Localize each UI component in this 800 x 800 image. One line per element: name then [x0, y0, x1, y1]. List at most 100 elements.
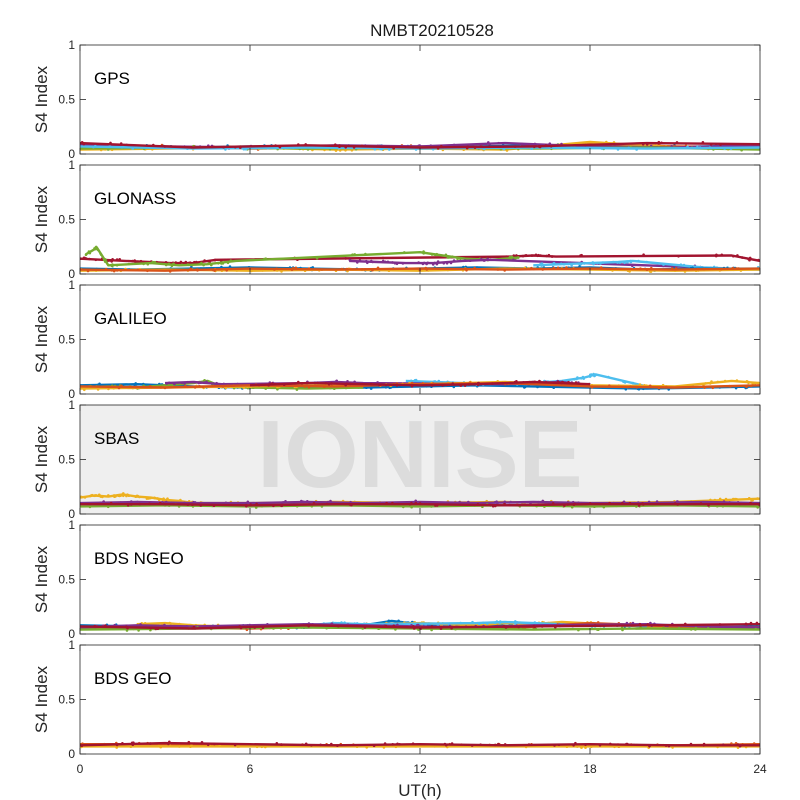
data-point — [645, 268, 649, 272]
data-point — [280, 270, 283, 273]
data-point — [594, 373, 597, 377]
data-point — [710, 380, 713, 383]
data-point — [168, 270, 172, 273]
data-point — [736, 743, 740, 746]
data-point — [200, 741, 204, 744]
data-point — [195, 268, 199, 271]
data-point — [493, 743, 497, 747]
data-point — [547, 253, 551, 257]
data-point — [209, 626, 212, 630]
data-point — [136, 260, 140, 264]
data-point — [618, 261, 622, 264]
data-point — [533, 621, 537, 624]
data-point — [624, 388, 628, 391]
data-point — [304, 143, 308, 146]
data-point — [201, 385, 205, 389]
data-point — [513, 380, 517, 384]
data-point — [450, 627, 453, 630]
data-point — [583, 262, 586, 265]
data-point — [736, 254, 739, 257]
data-point — [356, 261, 359, 264]
data-point — [115, 258, 119, 261]
data-point — [174, 261, 178, 264]
data-point — [530, 266, 533, 270]
data-point — [434, 504, 437, 507]
data-point — [153, 260, 157, 264]
data-point — [473, 266, 476, 270]
data-point — [133, 259, 136, 263]
panel-data — [80, 492, 760, 509]
data-point — [664, 744, 668, 747]
data-point — [751, 382, 754, 385]
data-point — [720, 253, 724, 257]
data-point — [491, 382, 494, 385]
data-point — [732, 254, 735, 258]
data-point — [450, 742, 454, 745]
data-point — [482, 621, 485, 625]
data-point — [523, 385, 527, 389]
watermark-band — [80, 405, 760, 514]
y-tick-label: 1 — [68, 398, 75, 412]
data-point — [659, 264, 663, 268]
data-point — [476, 503, 480, 506]
panel-data — [80, 619, 760, 632]
data-point — [198, 384, 201, 388]
data-point — [350, 149, 354, 152]
data-point — [349, 500, 352, 504]
data-point — [282, 383, 286, 387]
data-point — [731, 497, 735, 501]
data-point — [202, 263, 205, 267]
data-point — [641, 142, 645, 146]
data-point — [344, 386, 348, 390]
y-tick-label: 1 — [68, 38, 75, 52]
data-point — [641, 502, 644, 505]
data-point — [673, 502, 677, 505]
data-point — [487, 627, 490, 630]
data-point — [709, 143, 713, 146]
data-point — [373, 148, 377, 151]
data-point — [736, 746, 740, 749]
data-point — [146, 262, 150, 266]
data-point — [125, 629, 129, 632]
data-point — [143, 622, 147, 625]
data-point — [159, 501, 162, 505]
data-point — [131, 147, 134, 150]
data-point — [104, 258, 107, 261]
data-point — [414, 378, 418, 382]
data-point — [554, 625, 557, 629]
data-point — [409, 379, 413, 383]
data-point — [532, 267, 535, 271]
data-point — [162, 497, 165, 501]
data-point — [713, 498, 717, 502]
data-point — [315, 257, 319, 260]
series-7 — [80, 140, 760, 150]
data-point — [435, 252, 439, 256]
data-point — [163, 386, 167, 390]
y-tick-label: 0.5 — [58, 453, 75, 467]
data-point — [539, 254, 542, 257]
panel-4: IONISE 0 0.5 1 SBAS S4 Index — [32, 398, 761, 521]
data-point — [107, 385, 111, 389]
data-point — [563, 504, 566, 507]
data-point — [94, 247, 98, 251]
data-point — [645, 260, 649, 264]
data-point — [679, 263, 683, 267]
x-tick-label: 12 — [413, 762, 427, 776]
data-point — [364, 252, 367, 256]
y-tick-label: 1 — [68, 278, 75, 292]
data-point — [430, 505, 433, 508]
panel-data — [80, 372, 760, 392]
data-point — [650, 266, 653, 270]
data-point — [215, 381, 218, 385]
x-axis-label: UT(h) — [398, 781, 441, 800]
data-point — [312, 502, 316, 505]
data-point — [611, 260, 615, 264]
data-point — [674, 267, 678, 270]
panel-2: 0 0.5 1 GLONASS S4 Index — [32, 158, 761, 281]
data-point — [371, 268, 374, 272]
data-point — [667, 744, 671, 748]
data-point — [157, 744, 161, 748]
data-point — [344, 257, 348, 260]
data-point — [156, 627, 160, 630]
data-point — [580, 253, 583, 257]
